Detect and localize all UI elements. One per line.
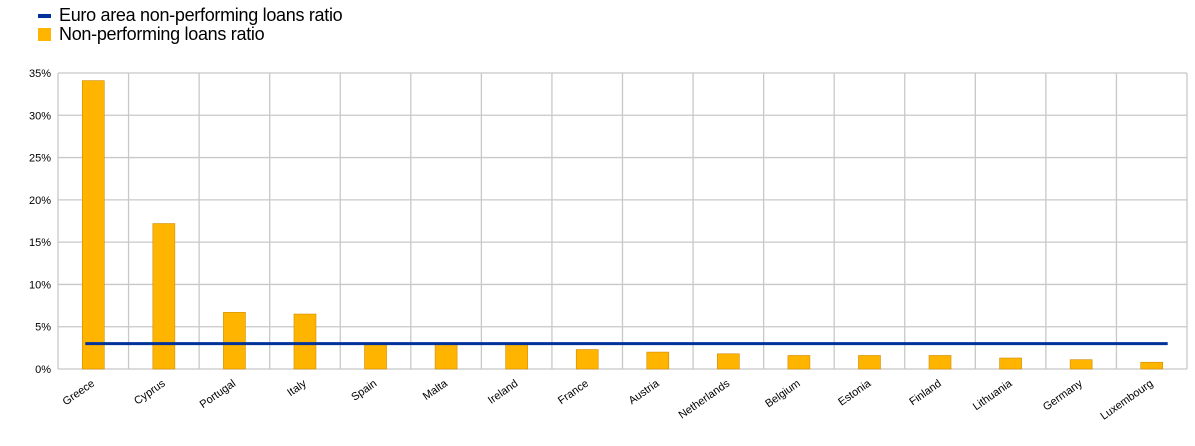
bar-austria bbox=[646, 351, 670, 370]
x-tick-label: Portugal bbox=[198, 378, 238, 411]
legend-label-euro-area: Euro area non-performing loans ratio bbox=[59, 5, 343, 25]
bar-spain bbox=[364, 344, 387, 370]
bar-ireland bbox=[505, 344, 528, 370]
x-axis: Greece Cyprus Portugal Italy Spain Malta Irela… bbox=[61, 377, 1156, 422]
x-tick-label: Spain bbox=[349, 378, 379, 404]
x-tick-label: Luxembourg bbox=[1098, 378, 1155, 423]
bar-belgium bbox=[787, 355, 811, 370]
legend-item-npl: Non-performing loans ratio bbox=[38, 24, 342, 44]
bar-netherlands bbox=[717, 353, 740, 370]
x-tick-label: Lithuania bbox=[971, 377, 1015, 413]
x-tick-label: Italy bbox=[285, 377, 309, 399]
bar-portugal bbox=[223, 312, 246, 370]
bar-italy bbox=[293, 313, 317, 370]
legend-line-swatch bbox=[38, 13, 51, 18]
legend-label-npl: Non-performing loans ratio bbox=[59, 24, 265, 44]
y-tick-label: 25% bbox=[29, 153, 51, 165]
y-tick-label: 0% bbox=[35, 364, 51, 376]
y-tick-label: 30% bbox=[29, 110, 51, 122]
bar-lithuania bbox=[999, 357, 1022, 370]
y-tick-label: 20% bbox=[29, 195, 51, 207]
y-tick-label: 15% bbox=[29, 237, 51, 249]
x-tick-label: France bbox=[556, 378, 591, 407]
y-tick-label: 5% bbox=[35, 322, 51, 334]
legend-item-euro-area: Euro area non-performing loans ratio bbox=[38, 5, 343, 25]
bar-luxembourg bbox=[1140, 361, 1164, 370]
x-tick-label: Finland bbox=[907, 378, 943, 409]
bar-estonia bbox=[858, 355, 881, 370]
x-tick-label: Austria bbox=[627, 377, 663, 407]
bar-malta bbox=[434, 344, 458, 370]
grid bbox=[57, 72, 1188, 370]
bar-france bbox=[575, 349, 599, 370]
x-tick-label: Germany bbox=[1041, 377, 1085, 413]
bar-germany bbox=[1069, 359, 1093, 370]
y-axis: 0% 5% 10% 15% 20% 25% 30% 35% bbox=[29, 68, 51, 376]
y-tick-label: 35% bbox=[29, 68, 51, 80]
x-tick-label: Cyprus bbox=[132, 377, 168, 407]
bar-greece bbox=[81, 80, 105, 370]
x-tick-label: Estonia bbox=[836, 377, 874, 408]
legend-bar-swatch bbox=[38, 28, 51, 41]
legend: Euro area non-performing loans ratio Non… bbox=[38, 5, 343, 44]
bars bbox=[81, 80, 1164, 370]
y-tick-label: 10% bbox=[29, 279, 51, 291]
bar-finland bbox=[928, 355, 952, 370]
x-tick-label: Ireland bbox=[486, 378, 520, 407]
x-tick-label: Greece bbox=[61, 378, 97, 409]
x-tick-label: Netherlands bbox=[677, 377, 733, 421]
x-tick-label: Malta bbox=[421, 377, 451, 403]
x-tick-label: Belgium bbox=[763, 378, 802, 411]
bar-cyprus bbox=[152, 223, 176, 370]
